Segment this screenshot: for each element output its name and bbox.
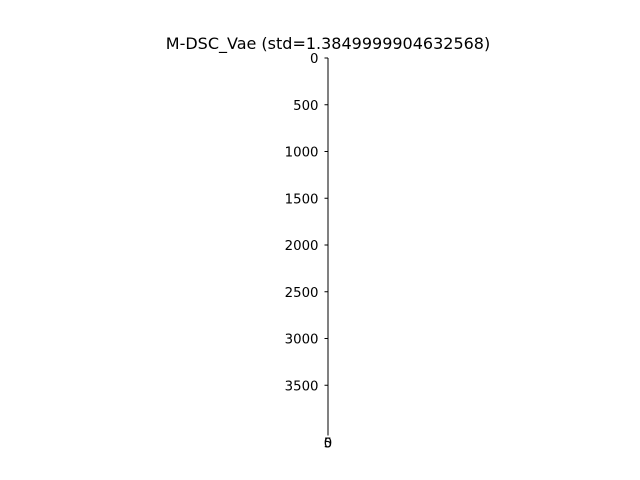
chart-title: M-DSC_Vae (std=1.3849999904632568) <box>166 34 490 54</box>
y-tick-label: 2500 <box>285 286 319 301</box>
x-tick-label: 5 <box>324 437 332 452</box>
x-ticks: 05 <box>324 432 332 452</box>
y-tick-label: 0 <box>310 52 318 67</box>
y-ticks: 0 500 1000 1500 2000 2500 3000 3500 <box>285 52 328 394</box>
y-tick-label: 500 <box>293 99 318 114</box>
y-tick-label: 3500 <box>285 379 319 394</box>
y-tick-label: 1500 <box>285 192 319 207</box>
x-tick-label: 0 <box>324 437 332 452</box>
y-tick-label: 3000 <box>285 333 319 348</box>
y-tick-label: 1000 <box>285 146 319 161</box>
y-tick-label: 2000 <box>285 239 319 254</box>
